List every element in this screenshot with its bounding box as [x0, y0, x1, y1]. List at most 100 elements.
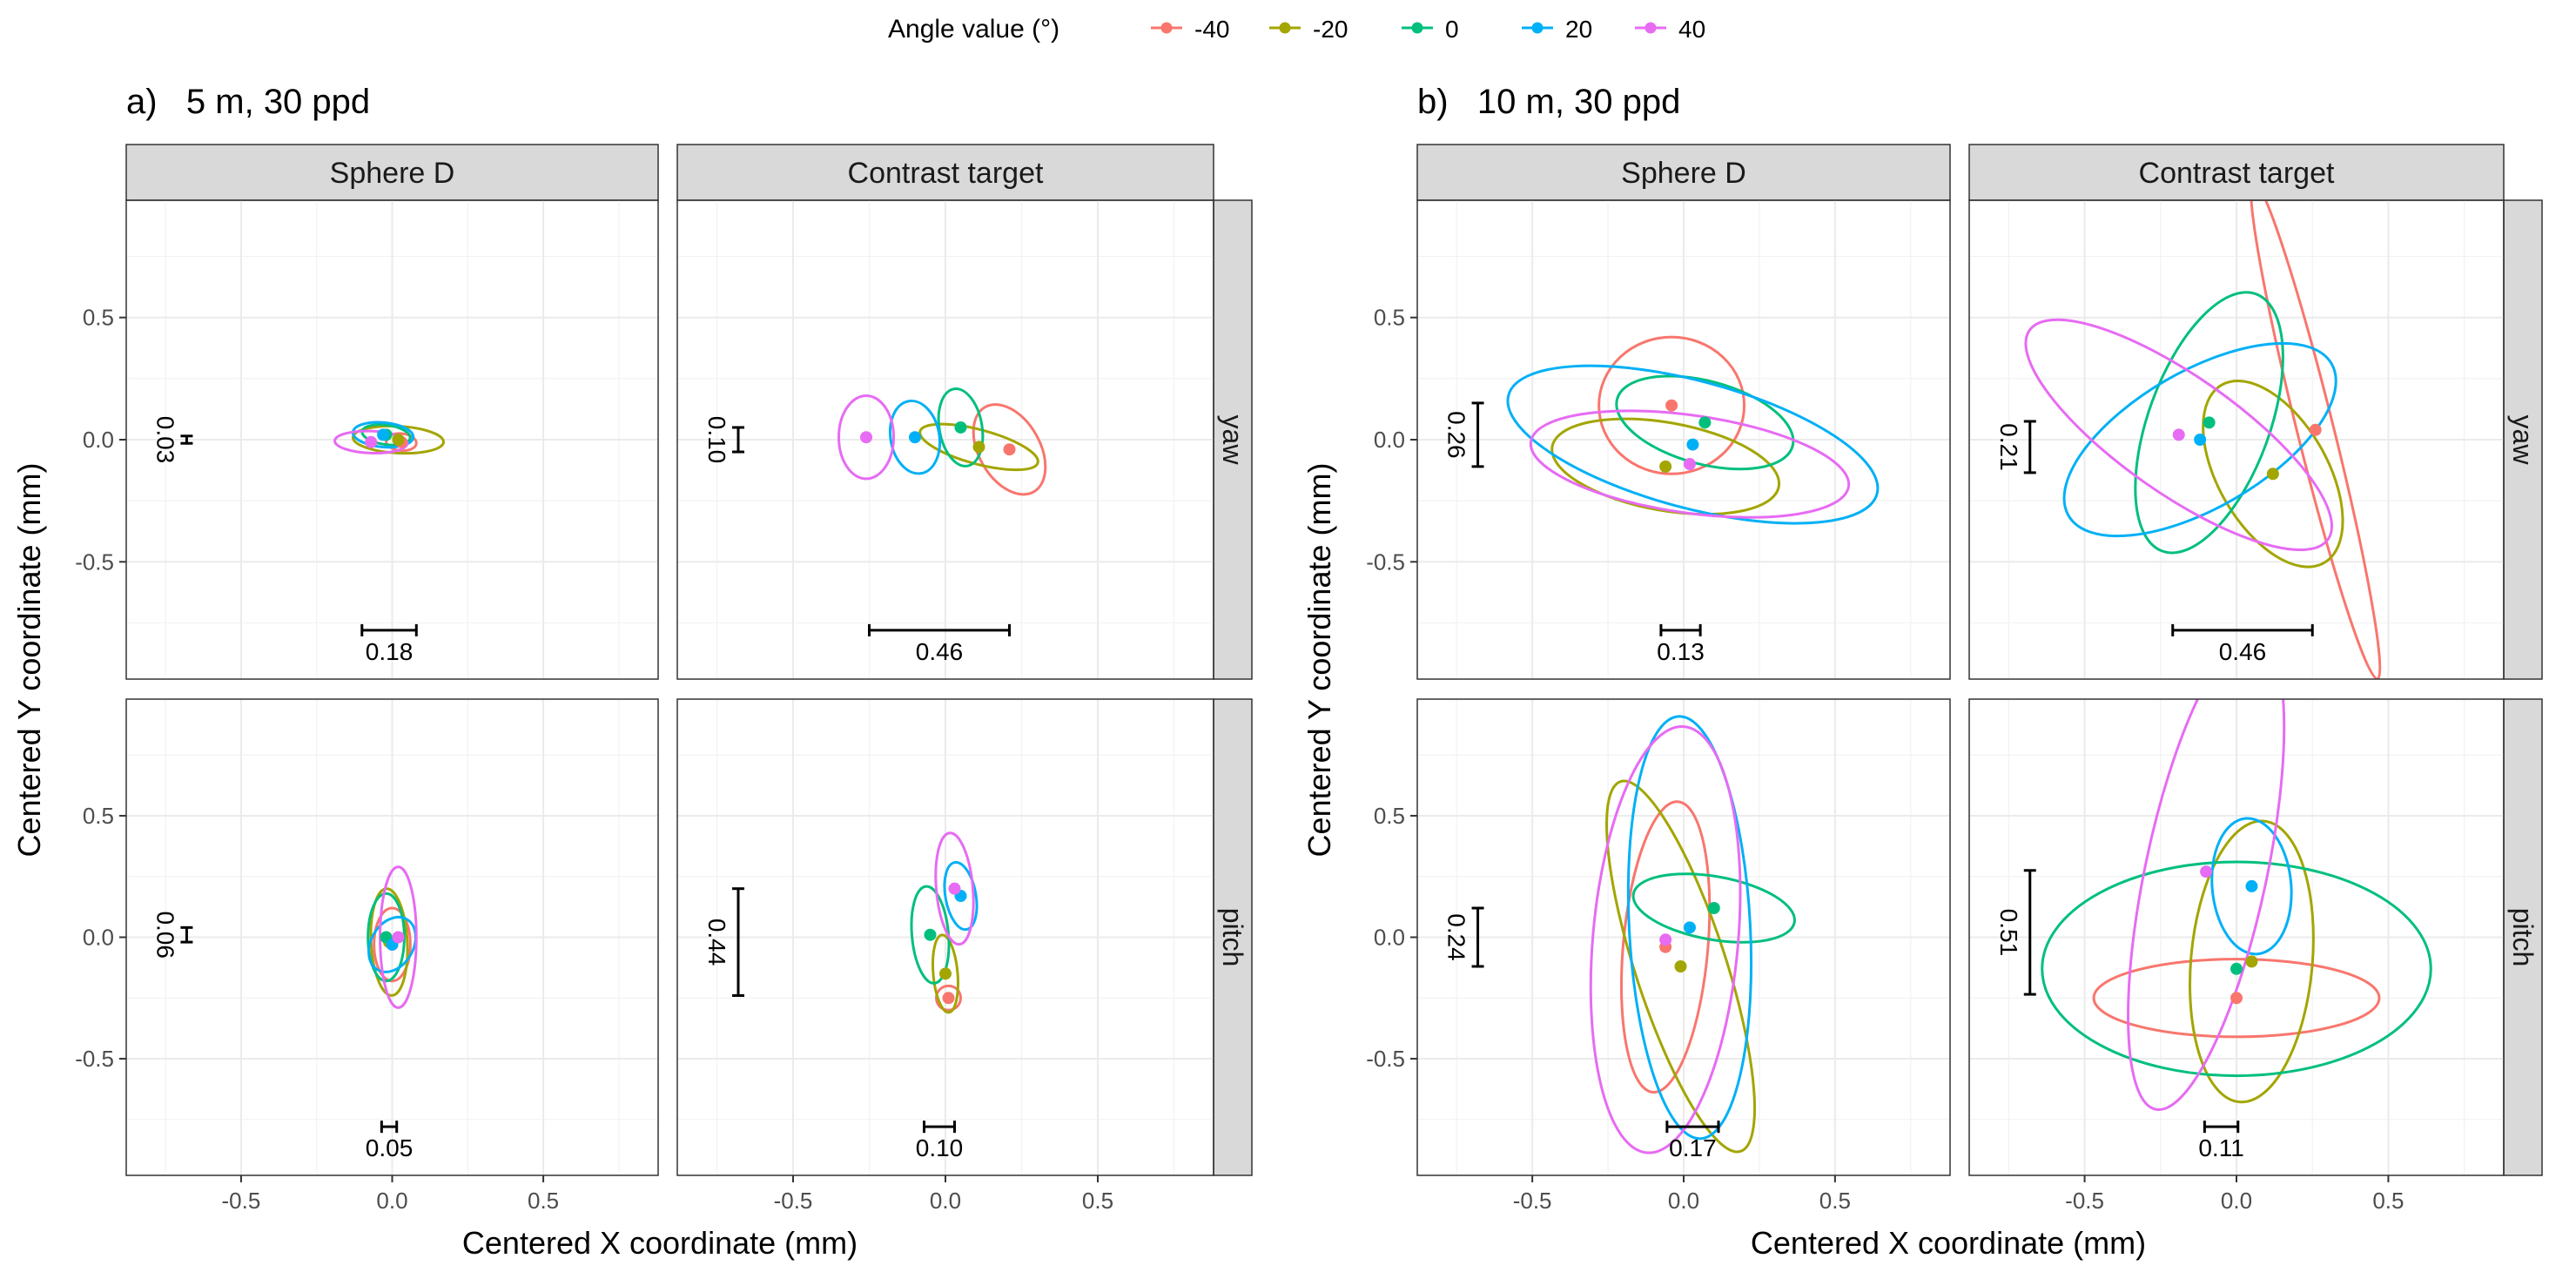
- ellipse-angle-20: [367, 915, 417, 973]
- data-layer: [2024, 200, 2382, 679]
- facet-plot: 0.46 0.21: [1968, 199, 2505, 680]
- facet-plot: 0.05 0.06 0.5 0.0 -0.5 -0.5 0.0 0.5: [75, 698, 659, 1214]
- ellipse-angle-0: [2041, 860, 2432, 1078]
- point-angle-0: [954, 421, 967, 434]
- ellipse-angle--40: [1619, 800, 1712, 1094]
- ellipse-angle--40: [935, 984, 962, 1012]
- x-tick-label: -0.5: [1513, 1188, 1552, 1214]
- data-layer: [2041, 699, 2432, 1112]
- legend-label: 20: [1565, 16, 1592, 43]
- ellipse-angle-40: [2024, 318, 2333, 552]
- x-tick-label: -0.5: [774, 1188, 813, 1214]
- point-angle-20: [1686, 438, 1699, 451]
- h-bar-label: 0.17: [1669, 1134, 1717, 1161]
- legend-key-point: [1644, 22, 1657, 34]
- v-bar-label: 0.24: [1443, 913, 1470, 961]
- legend-label: -20: [1313, 16, 1348, 43]
- h-scale-bar: 0.10: [916, 1121, 963, 1161]
- legend: Angle value (°) -40 -20 0 20 40: [888, 15, 1705, 44]
- ellipse-angle-20: [943, 860, 979, 932]
- legend-key-point: [1279, 22, 1291, 34]
- point-angle-0: [924, 928, 937, 941]
- x-axis-label: Centered X coordinate (mm): [462, 1225, 858, 1261]
- ellipse-angle-0: [1631, 872, 1796, 944]
- ellipse-angle--40: [1597, 335, 1746, 475]
- point-angle-20: [2194, 434, 2207, 446]
- y-axis-ticks: 0.5 0.0 -0.5: [75, 305, 126, 575]
- ellipse-angle-40: [2127, 699, 2286, 1112]
- h-bar-label: 0.11: [2198, 1134, 2243, 1161]
- v-bar-label: 0.44: [703, 919, 730, 966]
- facet-row-label: yaw: [1217, 415, 1248, 466]
- x-tick-label: 0.5: [1082, 1188, 1113, 1214]
- facet-row-strip: [1213, 698, 1253, 1176]
- point-angle-20: [909, 431, 921, 444]
- data-layer: [367, 865, 418, 1009]
- y-axis-label: Centered Y coordinate (mm): [11, 463, 47, 858]
- facet-col-strip: [1416, 144, 1951, 201]
- x-tick-label: -0.5: [2065, 1188, 2104, 1214]
- point-angle--20: [392, 434, 405, 446]
- grid: [1969, 200, 2504, 679]
- point-angle-0: [1698, 416, 1712, 429]
- h-scale-bar: 0.18: [360, 623, 418, 665]
- data-layer: [333, 421, 445, 455]
- point-angle-0: [2203, 416, 2216, 429]
- h-scale-bar: 0.13: [1657, 623, 1705, 665]
- y-tick-label: 0.0: [83, 925, 114, 951]
- point-angle--20: [1674, 959, 1687, 973]
- point-angle--20: [2245, 955, 2258, 968]
- ellipse-angle-40: [934, 831, 975, 946]
- facet-col-label: Sphere D: [330, 157, 455, 190]
- point-angle--40: [1003, 443, 1016, 456]
- ellipse-angle--40: [373, 906, 412, 983]
- h-scale-bar: 0.17: [1665, 1121, 1720, 1161]
- ellipse-angle-20: [888, 399, 942, 475]
- data-layer: [910, 831, 979, 1014]
- facet-row-label: pitch: [2507, 908, 2539, 967]
- ellipse-angle-20: [2062, 341, 2337, 538]
- point-angle-20: [2245, 879, 2258, 892]
- grid: [126, 200, 658, 679]
- x-tick-label: 0.5: [1819, 1188, 1851, 1214]
- v-scale-bar: 0.51: [1995, 869, 2036, 996]
- v-bar-label: 0.51: [1995, 909, 2022, 957]
- x-tick-label: 0.0: [930, 1188, 961, 1214]
- x-axis-label-b: Centered X coordinate (mm): [1751, 1225, 2146, 1261]
- ellipse-angle--20: [2189, 819, 2315, 1104]
- ellipse-angle-40: [837, 394, 895, 481]
- x-axis-ticks: -0.5 0.0 0.5: [222, 1175, 559, 1214]
- facet-row-label: pitch: [1217, 908, 1248, 967]
- facet-border: [676, 199, 1214, 680]
- legend-label: 40: [1678, 16, 1705, 43]
- point-angle--40: [2309, 423, 2322, 436]
- point-angle--40: [2230, 992, 2243, 1005]
- y-axis-ticks: 0.5 0.0 -0.5: [1366, 803, 1417, 1072]
- y-tick-label: 0.0: [83, 427, 114, 453]
- facet-plot: 0.46 0.10: [676, 199, 1214, 680]
- ellipse-angle-40: [333, 429, 409, 455]
- y-tick-label: 0.5: [83, 305, 114, 331]
- h-scale-bar: 0.11: [2198, 1121, 2244, 1161]
- x-tick-label: 0.0: [376, 1188, 407, 1214]
- data-layer: [1589, 715, 1796, 1154]
- y-tick-label: 0.0: [1374, 427, 1405, 453]
- v-scale-bar: 0.21: [1995, 420, 2036, 474]
- x-axis-ticks: -0.5 0.0 0.5: [1513, 1175, 1851, 1214]
- facet-col-label: Sphere D: [1621, 157, 1746, 190]
- v-bar-label: 0.03: [151, 416, 178, 464]
- y-tick-label: 0.5: [1374, 803, 1405, 829]
- y-tick-label: -0.5: [1366, 1046, 1405, 1072]
- facet-row-label: yaw: [2507, 415, 2539, 466]
- facet-row-strip: [1213, 199, 1253, 680]
- v-bar-label: 0.21: [1995, 423, 2022, 471]
- v-bar-label: 0.26: [1443, 411, 1470, 459]
- x-tick-label: -0.5: [222, 1188, 261, 1214]
- point-angle-40: [1659, 933, 1672, 946]
- facet-col-strip: [676, 144, 1214, 201]
- point-angle--20: [972, 441, 985, 454]
- legend-label: -40: [1194, 16, 1229, 43]
- y-tick-label: 0.0: [1374, 925, 1405, 951]
- data-layer: [837, 387, 1047, 496]
